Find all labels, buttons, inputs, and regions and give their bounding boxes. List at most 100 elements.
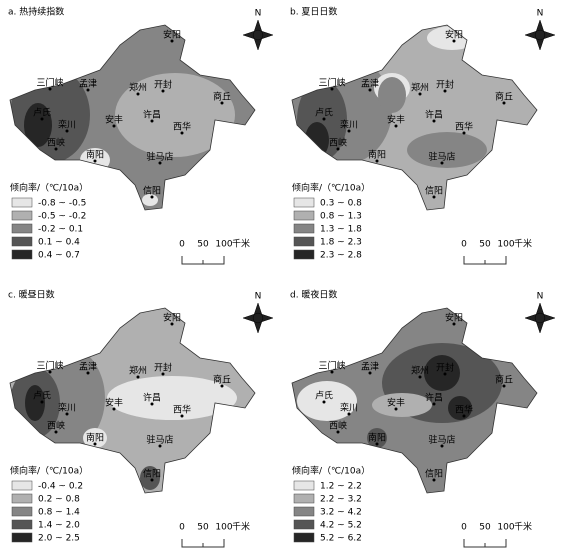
- city-dot: [161, 372, 165, 376]
- legend-label: 2.3 ~ 2.8: [320, 251, 362, 261]
- city-dot: [65, 129, 69, 133]
- scale-label: 50: [197, 240, 209, 250]
- legend-label: 0.1 ~ 0.4: [38, 238, 80, 248]
- city-label: 商丘: [495, 91, 513, 103]
- zone: [142, 194, 158, 206]
- city-label: 许昌: [425, 392, 443, 404]
- city-label: 卢氏: [315, 390, 333, 402]
- city-dot: [418, 92, 422, 96]
- city-dot: [220, 101, 224, 105]
- legend-swatch: [293, 493, 315, 504]
- city-label: 许昌: [425, 109, 443, 121]
- city-label: 商丘: [213, 374, 231, 386]
- city-dot: [394, 407, 398, 411]
- city-dot: [136, 92, 140, 96]
- north-arrow: [524, 19, 556, 51]
- zone: [24, 103, 52, 147]
- north-label: N: [255, 292, 262, 302]
- scale-label: 50: [479, 240, 491, 250]
- city-dot: [462, 131, 466, 135]
- city-dot: [336, 147, 340, 151]
- legend-swatch: [293, 249, 315, 260]
- city-label: 安丰: [105, 397, 123, 409]
- scale-unit: 千米: [514, 521, 532, 533]
- city-dot: [150, 402, 154, 406]
- city-dot: [93, 159, 97, 163]
- city-label: 信阳: [143, 185, 161, 197]
- zone: [372, 393, 432, 417]
- legend-label: -0.2 ~ 0.1: [38, 225, 83, 235]
- legend-label: 0.8 ~ 1.4: [38, 508, 80, 518]
- zone: [448, 396, 472, 420]
- legend-swatch: [293, 197, 315, 208]
- city-dot: [112, 124, 116, 128]
- city-label: 驻马店: [146, 434, 173, 446]
- city-label: 开封: [154, 79, 172, 91]
- north-arrow: [242, 302, 274, 334]
- legend-label: 3.2 ~ 4.2: [320, 508, 362, 518]
- legend-label: 2.2 ~ 3.2: [320, 495, 362, 505]
- city-label: 开封: [154, 362, 172, 374]
- city-label: 西华: [173, 121, 191, 133]
- city-dot: [48, 87, 52, 91]
- city-label: 信阳: [425, 468, 443, 480]
- city-label: 安丰: [387, 397, 405, 409]
- city-dot: [443, 89, 447, 93]
- legend-title: 倾向率/（℃/10a）: [10, 182, 88, 194]
- scale-bar: [463, 256, 507, 265]
- city-label: 西华: [455, 121, 473, 133]
- city-label: 孟津: [79, 79, 97, 90]
- city-dot: [347, 129, 351, 133]
- city-label: 南阳: [86, 432, 104, 444]
- city-label: 栾川: [58, 402, 76, 414]
- scale-label: 0: [461, 523, 467, 533]
- scale-label: 100: [215, 523, 232, 533]
- city-label: 安阳: [163, 312, 181, 324]
- zone: [367, 428, 387, 448]
- scale-label: 0: [179, 523, 185, 533]
- city-dot: [432, 195, 436, 199]
- city-label: 郑州: [411, 82, 429, 94]
- province-outline: [9, 307, 256, 494]
- city-dot: [86, 88, 90, 92]
- city-label: 西华: [173, 404, 191, 416]
- city-dot: [347, 412, 351, 416]
- city-label: 商丘: [495, 374, 513, 386]
- north-label: N: [255, 9, 262, 19]
- city-label: 信阳: [143, 468, 161, 480]
- legend-swatch: [11, 249, 33, 260]
- city-dot: [150, 195, 154, 199]
- city-label: 西华: [455, 404, 473, 416]
- city-dot: [443, 372, 447, 376]
- zone: [140, 466, 160, 490]
- city-label: 栾川: [340, 402, 358, 414]
- city-label: 栾川: [58, 119, 76, 131]
- city-label: 商丘: [213, 91, 231, 103]
- north-label: N: [537, 9, 544, 19]
- city-label: 驻马店: [428, 151, 455, 163]
- province-outline: [291, 307, 538, 494]
- zone: [107, 376, 237, 420]
- legend-label: 0.4 ~ 0.7: [38, 251, 80, 261]
- province-outline: [291, 24, 538, 211]
- scale-unit: 千米: [232, 238, 250, 250]
- north-arrow: [524, 302, 556, 334]
- legend-swatch: [11, 210, 33, 221]
- city-label: 安阳: [163, 29, 181, 41]
- city-label: 卢氏: [315, 107, 333, 119]
- city-dot: [54, 430, 58, 434]
- city-dot: [336, 430, 340, 434]
- city-dot: [54, 147, 58, 151]
- zone: [407, 132, 487, 168]
- city-dot: [502, 384, 506, 388]
- north-label: N: [537, 292, 544, 302]
- city-dot: [136, 375, 140, 379]
- city-label: 安丰: [105, 114, 123, 126]
- legend-swatch: [293, 480, 315, 491]
- legend-swatch: [11, 197, 33, 208]
- legend-swatch: [293, 532, 315, 543]
- city-dot: [40, 117, 44, 121]
- legend-label: 1.3 ~ 1.8: [320, 225, 362, 235]
- city-label: 开封: [436, 79, 454, 91]
